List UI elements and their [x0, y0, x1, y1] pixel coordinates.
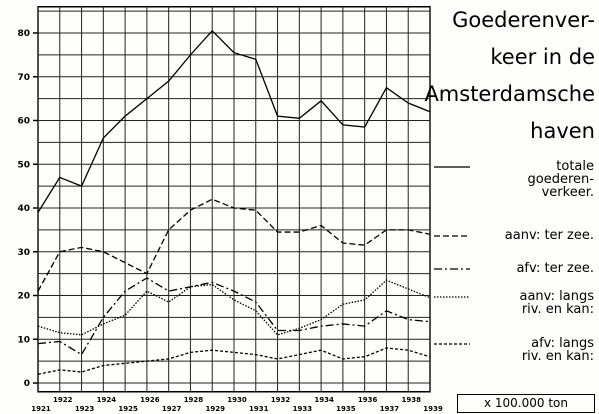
y-tick-label: 40	[17, 204, 30, 214]
x-tick-label: 1923	[75, 405, 95, 413]
y-tick-label: 50	[17, 160, 30, 170]
legend-label: aanv: ter zee.	[504, 228, 594, 243]
legend-label: afv: ter zee.	[516, 261, 594, 276]
y-tick-label: 30	[17, 248, 30, 258]
x-tick-label: 1927	[162, 405, 182, 413]
y-tick-label: 80	[17, 29, 30, 39]
x-tick-label: 1930	[227, 396, 247, 404]
legend-label: totale goederen- verkeer.	[527, 159, 594, 200]
x-tick-label: 1937	[380, 405, 400, 413]
x-tick-label: 1929	[205, 405, 225, 413]
series-line	[37, 347, 431, 375]
y-tick-label: 20	[17, 292, 30, 302]
x-tick-label: 1928	[184, 396, 204, 404]
x-tick-label: 1922	[53, 396, 73, 404]
y-tick-label: 60	[17, 117, 30, 127]
x-tick-label: 1935	[336, 405, 356, 413]
legend-label: afv: langs riv. en kan:	[521, 336, 594, 364]
x-tick-label: 1936	[358, 396, 378, 404]
x-tick-label: 1931	[249, 405, 269, 413]
y-tick-label: 0	[24, 379, 30, 389]
x-tick-label: 1933	[293, 405, 313, 413]
x-tick-label: 1924	[97, 396, 117, 404]
series-line	[37, 29, 431, 213]
legend-label: aanv: langs riv. en kan:	[519, 289, 594, 317]
x-tick-label: 1934	[314, 396, 334, 404]
unit-note: x 100.000 ton	[457, 394, 595, 413]
x-tick-label: 1925	[118, 405, 138, 413]
y-tick-label: 70	[17, 73, 30, 83]
y-tick-label: 10	[17, 335, 30, 345]
x-tick-label: 1926	[140, 396, 160, 404]
x-tick-label: 1932	[271, 396, 291, 404]
series-line	[37, 277, 431, 356]
series-line	[37, 198, 431, 292]
series-line	[37, 279, 431, 336]
chart-title: Goederenver- keer in de Amsterdamsche ha…	[424, 8, 595, 143]
x-tick-label: 1921	[31, 405, 51, 413]
x-tick-label: 1939	[423, 405, 443, 413]
x-tick-label: 1938	[401, 396, 421, 404]
